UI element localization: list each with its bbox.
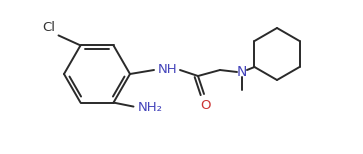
Text: NH: NH	[158, 63, 178, 75]
Text: NH₂: NH₂	[138, 101, 163, 114]
Text: Cl: Cl	[42, 21, 56, 34]
Text: O: O	[200, 99, 210, 112]
Text: N: N	[237, 65, 247, 79]
